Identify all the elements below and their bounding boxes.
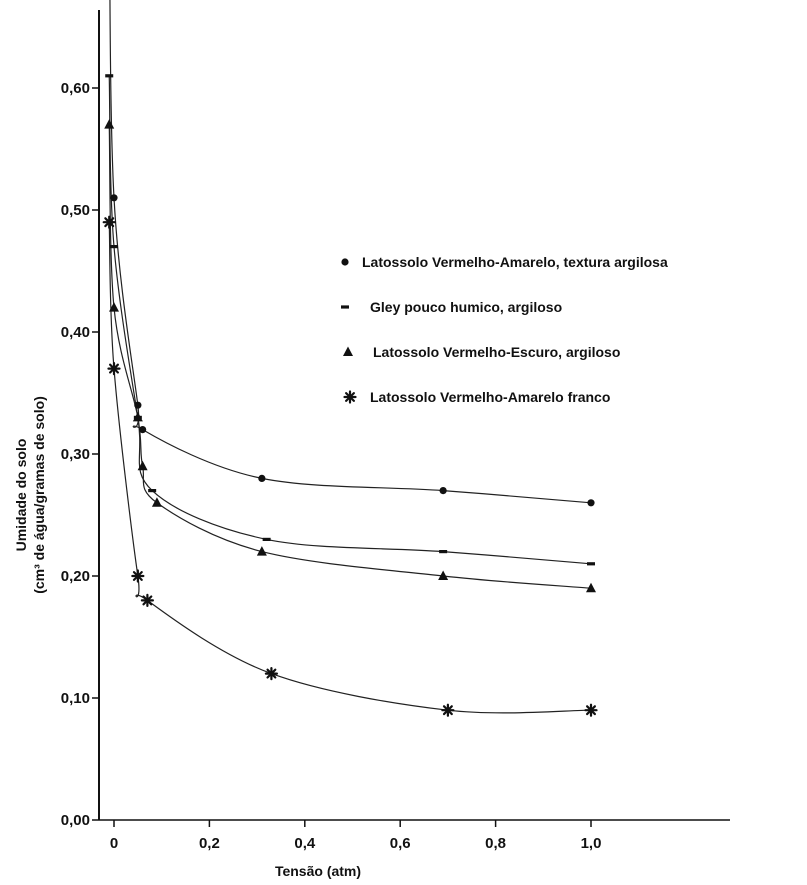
series-4-point: [140, 593, 154, 608]
legend-label-1: Latossolo Vermelho-Amarelo, textura argi…: [362, 254, 668, 270]
series-4-curve: [108, 222, 592, 714]
x-tick-label: 0: [110, 835, 118, 852]
series-2-point: [587, 562, 595, 566]
series-1-point: [110, 194, 118, 202]
legend-label-4: Latossolo Vermelho-Amarelo franco: [370, 389, 610, 405]
series-4-point: [441, 703, 455, 717]
x-tick-label: 0,4: [294, 835, 316, 852]
y-tick-label: 0,50: [61, 202, 90, 219]
y-axis-title-line1: Umidade do solo: [13, 439, 29, 552]
x-axis-title: Tensão (atm): [275, 863, 361, 879]
series-3-point: [438, 570, 449, 580]
series-4-point: [584, 703, 598, 717]
series-4-point: [264, 666, 279, 681]
legend-marker-3: [343, 346, 353, 356]
series-2-curve: [108, 75, 592, 565]
legend-marker-2: [341, 305, 349, 309]
series-2-point: [439, 550, 448, 554]
series-4-point: [131, 569, 145, 583]
series-3-point: [151, 497, 162, 507]
series-1-point: [139, 426, 147, 434]
y-tick-label: 0,60: [61, 80, 90, 97]
series-3-point: [109, 302, 119, 312]
series-2-point: [105, 74, 114, 78]
legend-label-3: Latossolo Vermelho-Escuro, argiloso: [373, 344, 620, 360]
legend-marker-4: [343, 390, 357, 404]
y-tick-label: 0,10: [61, 690, 90, 707]
legend-marker-1: [341, 258, 349, 266]
series-4-point: [107, 362, 121, 376]
series-1-point: [258, 474, 266, 482]
series-4-point: [102, 215, 116, 229]
series-2-point: [148, 489, 157, 493]
series-3-point: [586, 582, 596, 593]
series-3-point: [104, 119, 115, 129]
series-1-curve: [109, 0, 592, 504]
legend-label-2: Gley pouco humico, argiloso: [370, 299, 562, 315]
y-tick-label: 0,00: [61, 812, 90, 829]
y-axis-title-line2: (cm³ de água/gramas de solo): [31, 396, 47, 594]
x-tick-label: 0,6: [390, 835, 411, 852]
series-3-point: [256, 546, 267, 556]
x-tick-label: 0,8: [485, 835, 506, 852]
series-1-point: [134, 401, 142, 409]
series-1-point: [587, 499, 595, 507]
series-2-point: [110, 245, 118, 249]
series-1-point: [439, 487, 447, 495]
x-tick-label: 0,2: [199, 835, 220, 852]
series-2-point: [262, 537, 271, 541]
series-3-point: [132, 411, 143, 422]
y-tick-label: 0,20: [61, 568, 90, 585]
series-3-point: [137, 460, 148, 471]
y-tick-label: 0,30: [61, 446, 90, 463]
x-tick-label: 1,0: [581, 835, 602, 852]
y-tick-label: 0,40: [61, 324, 90, 341]
